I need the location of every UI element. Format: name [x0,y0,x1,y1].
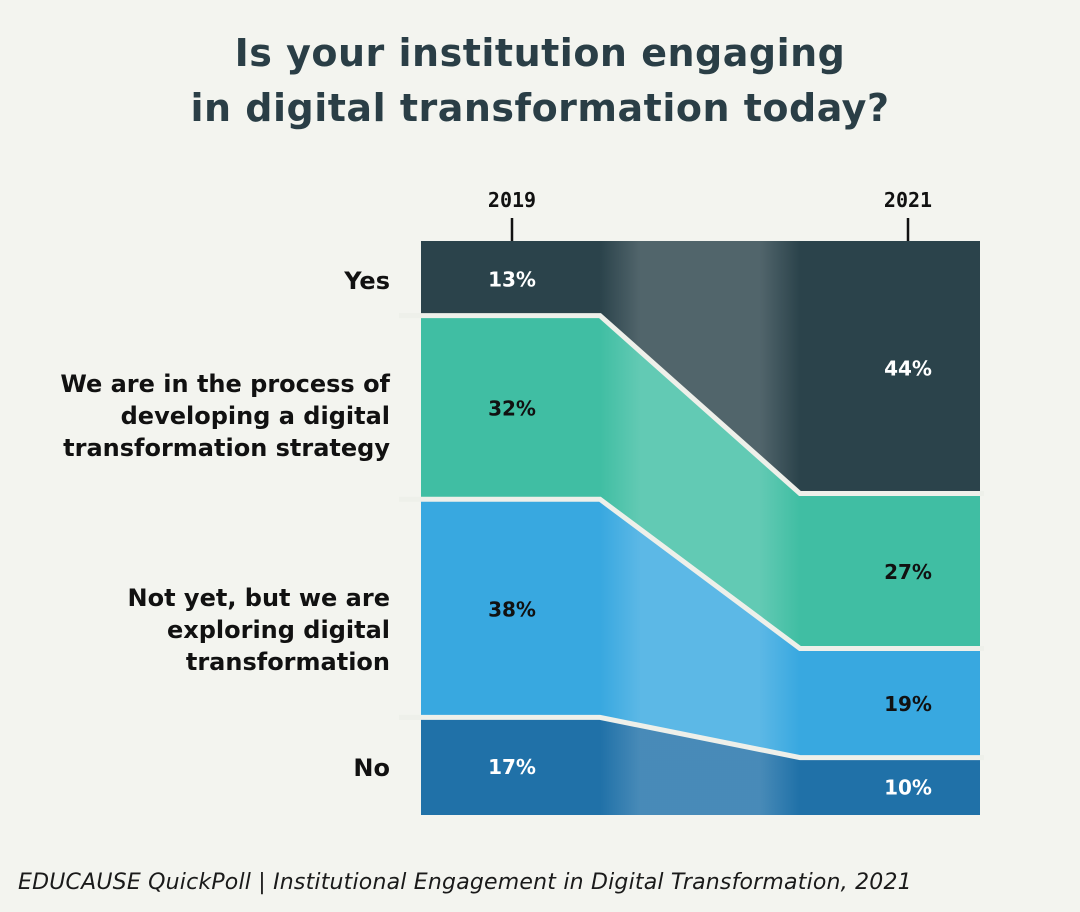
value-label: 17% [488,755,536,779]
year-label-2021: 2021 [884,188,932,212]
segment-divider [399,313,984,497]
value-label: 19% [884,692,932,716]
value-labels: 13% 44% 32% 27% 38% 19% 17% 10% [488,267,932,799]
value-label: 13% [488,267,536,291]
value-label: 38% [488,597,536,621]
category-label: No [353,752,390,784]
year-label-2019: 2019 [488,188,536,212]
category-label-line: We are in the process of [60,370,390,398]
source-caption: EDUCAUSE QuickPoll | Institutional Engag… [18,870,912,895]
category-label-line: No [353,754,390,782]
title-line-2: in digital transformation today? [190,86,890,130]
segment-divider [399,496,984,652]
year-axis: 2019 2021 [488,188,932,241]
category-label-line: transformation strategy [63,434,390,462]
category-label-line: developing a digital [120,402,390,430]
value-label: 44% [884,356,932,380]
chart-title: Is your institution engaging in digital … [0,26,1080,136]
value-label: 10% [884,775,932,799]
category-label: We are in the process of developing a dig… [60,368,390,464]
divider-lines [399,313,984,761]
value-label: 27% [884,560,932,584]
transition-highlight [600,241,800,815]
segment-divider [399,714,984,761]
category-label: Not yet, but we are exploring digital tran… [128,582,390,678]
category-label-line: Yes [344,267,390,295]
category-label-line: Not yet, but we are [127,584,390,612]
category-label: Yes [344,265,390,297]
transition-overlay [600,241,800,815]
title-line-1: Is your institution engaging [234,31,846,75]
category-label-line: transformation [185,648,390,676]
category-label-line: exploring digital [166,616,390,644]
value-label: 32% [488,396,536,420]
